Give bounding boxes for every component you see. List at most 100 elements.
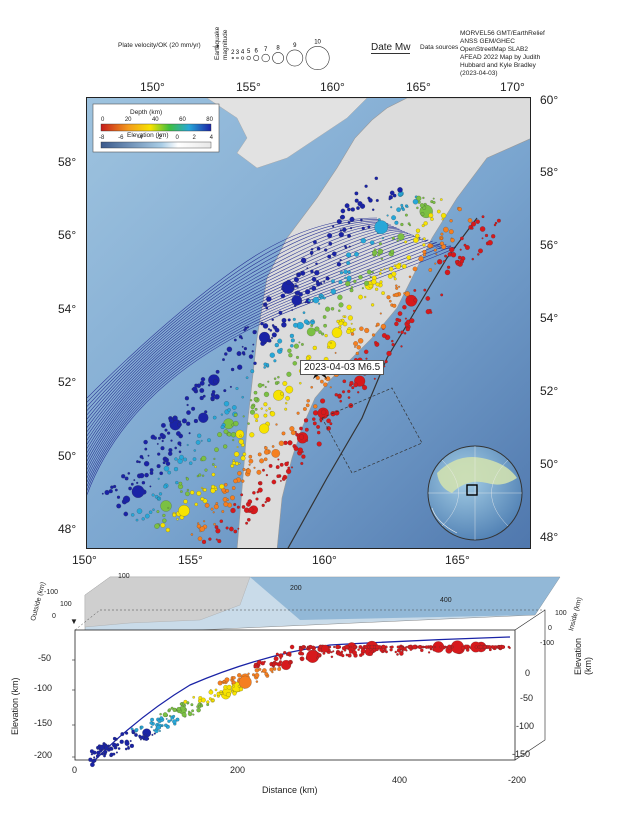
section-earthquake xyxy=(428,645,433,649)
earthquake-point xyxy=(354,191,359,196)
earthquake-point xyxy=(339,229,343,232)
earthquake-point xyxy=(493,223,497,227)
section-earthquake xyxy=(328,645,332,649)
earthquake-point xyxy=(313,410,319,416)
section-earthquake xyxy=(432,641,445,653)
earthquake-point xyxy=(316,246,321,251)
depth-colorbar xyxy=(100,123,212,132)
kamchatka-peninsula xyxy=(236,98,530,548)
earthquake-point xyxy=(342,315,345,318)
earthquake-point xyxy=(303,319,309,325)
earthquake-point xyxy=(275,465,280,470)
section-earthquake xyxy=(181,712,187,718)
section-earthquake xyxy=(357,648,360,651)
earthquake-point xyxy=(280,391,284,396)
earthquake-point xyxy=(178,505,190,517)
earthquake-point xyxy=(263,457,268,462)
earthquake-point xyxy=(236,505,240,509)
section-earthquake xyxy=(197,698,202,703)
section-earthquake xyxy=(254,668,260,673)
earthquake-point xyxy=(220,425,225,430)
section-earthquake xyxy=(93,756,96,759)
section-earthquake xyxy=(219,692,223,695)
earthquake-point xyxy=(391,271,397,277)
earthquake-point xyxy=(192,386,198,392)
earthquake-point xyxy=(359,326,364,331)
earthquake-point xyxy=(230,464,235,468)
section-earthquake xyxy=(332,650,335,653)
earthquake-point xyxy=(203,520,206,523)
earthquake-point xyxy=(440,237,443,240)
date-mw-label: Date Mw xyxy=(371,42,411,54)
earthquake-point xyxy=(163,484,168,489)
earthquake-point xyxy=(201,539,207,544)
earthquake-point xyxy=(413,288,417,292)
earthquake-point xyxy=(481,215,485,219)
section-earthquake xyxy=(304,645,307,649)
earthquake-point xyxy=(241,345,244,348)
section-earthquake xyxy=(335,644,341,650)
slab-curve xyxy=(94,636,511,761)
earthquake-point xyxy=(288,353,293,358)
earthquake-point xyxy=(467,218,473,223)
earthquake-point xyxy=(264,386,267,389)
top-legend: Plate velocity/OK (20 mm/yr) ➝ Earthquak… xyxy=(0,0,618,95)
earthquake-point xyxy=(170,439,173,442)
map-panel[interactable]: Depth (km) 0 20 40 60 80 Elevation (km) -8 -6… xyxy=(86,97,531,549)
right-elev-tick: 0 xyxy=(525,668,531,678)
earthquake-point xyxy=(412,266,418,272)
section-earthquake xyxy=(192,696,196,699)
earthquake-point xyxy=(325,306,331,312)
earthquake-point xyxy=(354,198,359,203)
elevation-scale-label: Elevation (km) xyxy=(127,132,169,139)
earthquake-point xyxy=(207,438,211,443)
earthquake-point xyxy=(240,455,246,461)
section-earthquake xyxy=(396,648,401,653)
earthquake-point xyxy=(219,519,223,523)
section-earthquake xyxy=(369,644,375,650)
earthquake-point xyxy=(168,417,175,424)
earthquake-point xyxy=(497,218,501,223)
slab-contour xyxy=(87,224,392,420)
earthquake-point xyxy=(241,505,246,509)
earthquake-point xyxy=(262,468,265,472)
lon-tick-bottom: 165° xyxy=(445,553,470,567)
earthquake-point xyxy=(425,309,431,315)
earthquake-point xyxy=(172,513,177,518)
earthquake-point xyxy=(243,347,247,351)
section-earthquake xyxy=(140,735,145,740)
earthquake-point xyxy=(143,461,150,467)
earthquake-point xyxy=(379,269,382,272)
earthquake-point xyxy=(248,463,251,466)
slab-contour xyxy=(87,240,433,474)
earthquake-point xyxy=(158,492,163,496)
section-earthquake xyxy=(409,647,413,651)
earthquake-point xyxy=(311,319,315,323)
earthquake-point xyxy=(113,484,117,489)
lon-tick-bottom: 160° xyxy=(312,553,337,567)
earthquake-point xyxy=(116,503,122,509)
earthquake-point xyxy=(449,219,453,223)
earthquake-point xyxy=(283,440,288,445)
left-small-tick: 100 xyxy=(60,601,72,608)
earthquake-point xyxy=(251,350,254,353)
earthquake-point xyxy=(264,449,270,455)
earthquake-point xyxy=(413,298,418,303)
section-box xyxy=(321,387,423,474)
earthquake-point xyxy=(198,412,209,423)
section-earthquake xyxy=(272,665,275,668)
earthquake-point xyxy=(342,227,347,232)
earthquake-point xyxy=(378,242,382,246)
elevation-colorbar xyxy=(100,141,212,149)
earthquake-point xyxy=(215,538,218,541)
earthquake-point xyxy=(315,281,321,287)
earthquake-point xyxy=(422,237,426,241)
earthquake-point xyxy=(441,212,447,219)
earthquake-point xyxy=(475,219,480,224)
earthquake-point xyxy=(240,493,244,497)
earthquake-point xyxy=(386,350,392,357)
section-earthquake xyxy=(175,717,180,722)
earthquake-point xyxy=(354,345,356,348)
earthquake-point xyxy=(417,200,421,204)
earthquake-point xyxy=(312,421,317,426)
